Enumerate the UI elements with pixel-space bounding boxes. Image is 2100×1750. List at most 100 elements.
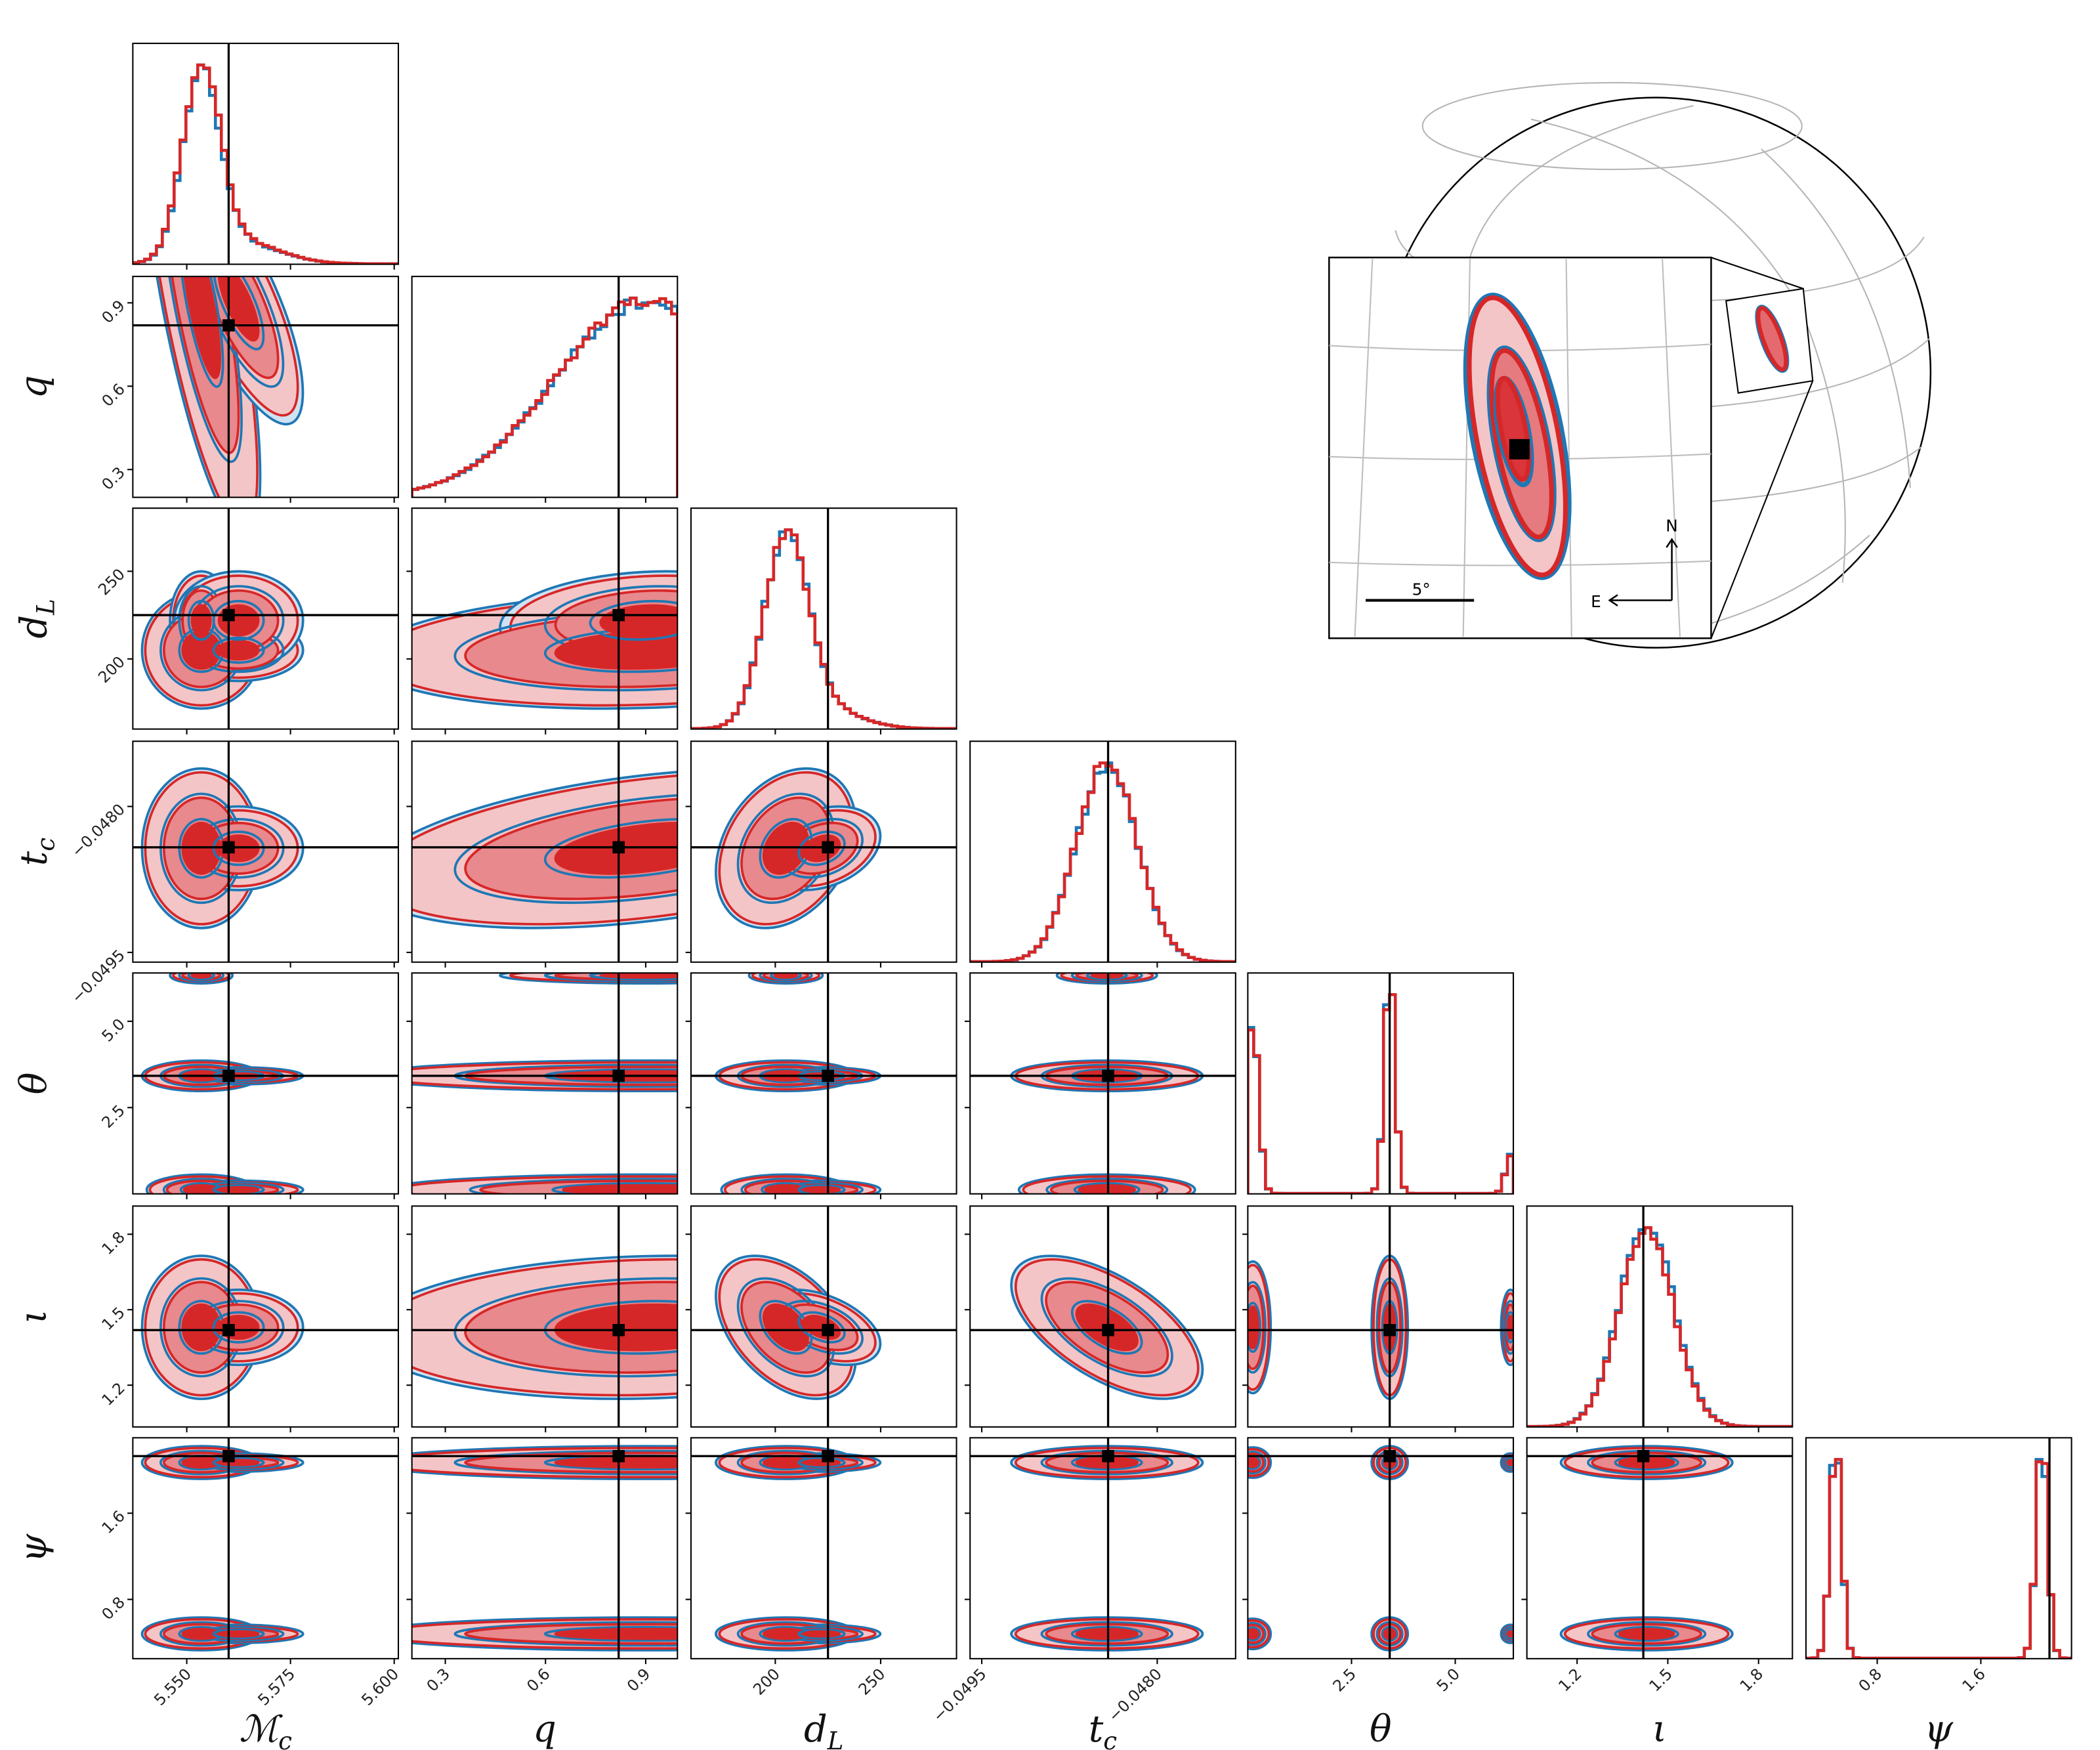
- sky-true-location-marker: [1509, 438, 1530, 459]
- truth-marker: [612, 841, 625, 854]
- panel-frame: [690, 1437, 957, 1659]
- contour-series-a-level-3: [1505, 1457, 1514, 1468]
- contour-series-a-level-3: [551, 1182, 678, 1194]
- marginal-histogram-tc-series-b: [970, 761, 1236, 962]
- panel-dL-iota: [685, 1205, 957, 1433]
- panel-content: [970, 1206, 1236, 1427]
- y-tick-label-tc: −0.0480: [68, 800, 129, 861]
- axis-label-symbol: ι: [1652, 1708, 1667, 1750]
- contour-series-a-level-2: [1502, 1300, 1514, 1355]
- panel-frame: [1247, 1437, 1515, 1659]
- scale-bar-label: 5°: [1412, 580, 1431, 599]
- contour-series-a-level-2: [1045, 1178, 1169, 1194]
- panel-frame: [690, 740, 957, 963]
- y-tick-label-q: 0.9: [98, 297, 128, 327]
- x-tick-label-tc: −0.0480: [1104, 1665, 1166, 1726]
- axis-label-symbol: θ: [1370, 1708, 1392, 1750]
- contour-series-b-level-3: [1075, 1627, 1139, 1640]
- panel-content: [1526, 1438, 1793, 1659]
- contour-series-b-level-3: [554, 1627, 678, 1640]
- panel-content: [411, 508, 678, 729]
- panel-content: [970, 741, 1236, 962]
- panel-content: [970, 973, 1236, 1194]
- panel-tc-psi: [964, 1437, 1236, 1665]
- x-tick-label-psi: 1.6: [1958, 1665, 1988, 1695]
- graticule-meridian: [1354, 259, 1374, 637]
- contour-series-a-level-3: [212, 1628, 265, 1640]
- panel-frame: [132, 1437, 400, 1659]
- y-tick-label-iota: 1.2: [98, 1379, 128, 1409]
- axis-label-symbol: d: [12, 615, 55, 639]
- x-axis-label-q: q: [533, 1708, 556, 1750]
- panel-content: [411, 276, 678, 498]
- contour-series-a-level-3: [212, 1184, 265, 1194]
- panel-content: [690, 508, 957, 729]
- contour-series-a-level-3: [178, 276, 224, 388]
- panel-q-psi: [406, 1437, 679, 1665]
- panel-content: [411, 1438, 678, 1659]
- y-axis-label-tc: tc: [12, 838, 60, 866]
- panel-content: [411, 973, 678, 1194]
- y-tick-label-psi: 0.8: [98, 1593, 128, 1623]
- east-label: E: [1591, 592, 1601, 611]
- marginal-histogram-theta-series-a: [1248, 992, 1514, 1194]
- x-axis-label-theta: θ: [1370, 1708, 1392, 1750]
- contour-series-b-level-3: [802, 1459, 841, 1466]
- truth-marker: [1102, 1069, 1114, 1082]
- y-tick-label-dL: 200: [94, 652, 129, 687]
- marginal-histogram-theta-series-b: [1248, 992, 1514, 1194]
- contour-series-a-level-2: [469, 1178, 678, 1194]
- compass: [1608, 538, 1678, 607]
- axis-label-symbol: q: [533, 1708, 556, 1750]
- contour-series-a-level-3: [1505, 1311, 1514, 1344]
- truth-marker: [222, 319, 235, 331]
- panel-content: [1526, 1206, 1793, 1427]
- panel-frame: [969, 1205, 1236, 1428]
- panel-frame: [1805, 1437, 2072, 1659]
- contour-series-a-level-2: [453, 1277, 678, 1378]
- panel-content: [970, 1438, 1236, 1659]
- x-tick-label-iota: 1.5: [1645, 1665, 1675, 1695]
- contour-series-a-level-2: [1587, 1621, 1707, 1647]
- graticule-latitude: [1421, 81, 1803, 171]
- panel-frame: [411, 740, 679, 963]
- y-tick-label-theta: 5.0: [98, 1015, 128, 1045]
- axis-label-subscript: c: [32, 838, 60, 851]
- panel-frame: [411, 1205, 679, 1428]
- east-arrow-icon: [1608, 594, 1672, 607]
- truth-marker: [222, 1323, 235, 1336]
- contour-series-b-level-3: [190, 973, 212, 979]
- x-tick-label-tc: −0.0495: [929, 1665, 990, 1726]
- truth-marker: [1102, 1449, 1114, 1462]
- truth-marker: [1637, 1449, 1650, 1462]
- panel-content: [411, 1206, 678, 1427]
- contour-series-b-level-3: [562, 1184, 678, 1194]
- contour-series-b-level-3: [1506, 1459, 1514, 1466]
- contour-series-a-level-3: [589, 973, 678, 981]
- contour-series-a-level-2: [453, 1621, 678, 1647]
- contour-series-a-level-3: [797, 1457, 846, 1468]
- y-tick-label-dL: 250: [94, 565, 129, 599]
- panel-q-tc: [406, 740, 679, 968]
- contour-series-a-level-3: [759, 1300, 813, 1355]
- panel-content: [690, 1438, 957, 1659]
- contour-series-a-level-3: [797, 1628, 846, 1640]
- x-tick-label-dL: 200: [749, 1665, 784, 1699]
- panel-frame: [132, 972, 400, 1195]
- truth-marker: [612, 1069, 625, 1082]
- axis-label-symbol: ψ: [12, 1533, 55, 1562]
- contour-series-a-level-3: [797, 1184, 846, 1194]
- marginal-histogram-Mc-series-a: [133, 63, 399, 265]
- contour-series-b-level-3: [217, 639, 260, 661]
- contour-series-a-level-3: [1505, 1628, 1514, 1640]
- skymap: 5° N E: [1328, 81, 1932, 649]
- panel-theta-iota: [1242, 1205, 1515, 1433]
- panel-Mc-psi: [127, 1437, 400, 1665]
- contour-series-a-level-3: [1614, 1626, 1679, 1642]
- panel-frame: [690, 1205, 957, 1428]
- panel-frame: [132, 740, 400, 963]
- panel-content: [690, 1206, 957, 1427]
- contour-series-b-level-3: [773, 973, 799, 979]
- truth-marker: [612, 608, 625, 622]
